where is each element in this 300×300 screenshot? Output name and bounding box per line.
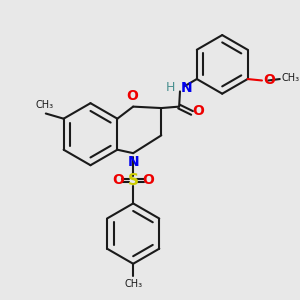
- Text: N: N: [127, 154, 139, 169]
- Text: N: N: [181, 81, 192, 95]
- Text: O: O: [126, 89, 138, 103]
- Text: O: O: [263, 74, 275, 88]
- Text: O: O: [142, 173, 154, 188]
- Text: O: O: [192, 104, 204, 118]
- Text: O: O: [112, 173, 124, 188]
- Text: H: H: [166, 81, 175, 94]
- Text: CH₃: CH₃: [281, 74, 300, 83]
- Text: CH₃: CH₃: [124, 279, 142, 289]
- Text: CH₃: CH₃: [35, 100, 53, 110]
- Text: S: S: [128, 173, 139, 188]
